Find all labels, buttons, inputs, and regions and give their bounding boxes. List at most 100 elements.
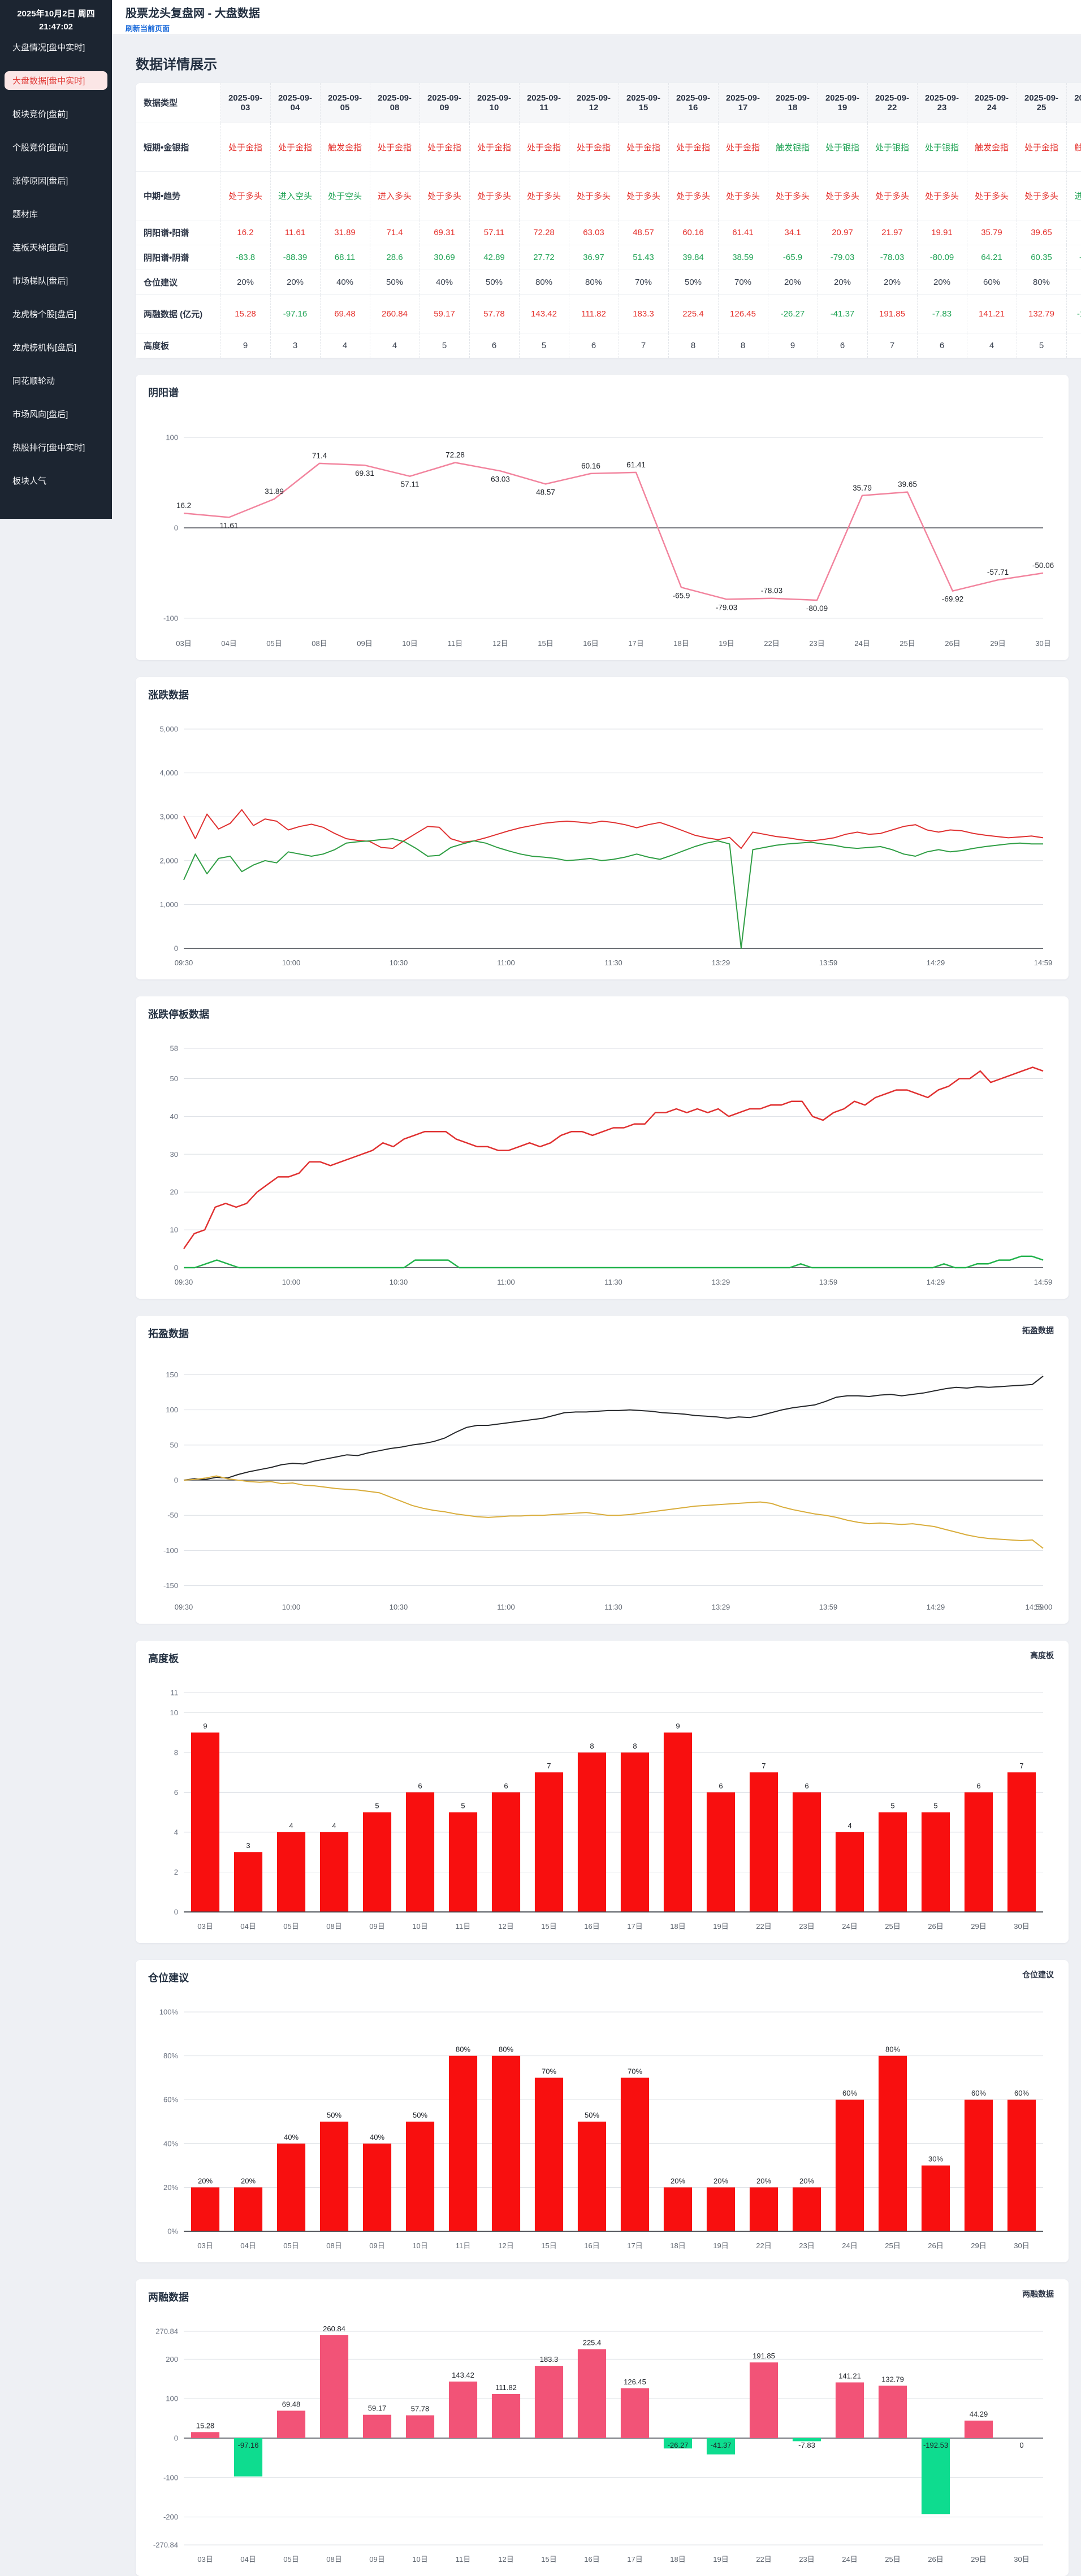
svg-text:60%: 60% bbox=[971, 2089, 986, 2097]
table-cell: 处于金指 bbox=[270, 122, 321, 171]
svg-text:-41.37: -41.37 bbox=[711, 2441, 732, 2449]
table-row: 中期•趋势 处于多头 进入空头 处于空头 进入多头 处于多头 处于多头 处于多头 处于多头 处于多… bbox=[136, 171, 1081, 220]
svg-text:13:59: 13:59 bbox=[819, 959, 838, 967]
sidebar-item-6[interactable]: 题材库 bbox=[12, 210, 38, 219]
table-cell: 4 bbox=[967, 332, 1017, 358]
svg-text:60%: 60% bbox=[842, 2089, 857, 2097]
table-cell: -79.03 bbox=[818, 244, 868, 270]
svg-text:270.84: 270.84 bbox=[155, 2327, 178, 2336]
svg-text:16日: 16日 bbox=[584, 1922, 599, 1931]
sidebar-item-12[interactable]: 市场风向[盘后] bbox=[12, 410, 68, 419]
sidebar-item-5[interactable]: 涨停原因[盘后] bbox=[12, 176, 68, 186]
sidebar-item-8[interactable]: 市场梯队[盘后] bbox=[12, 276, 68, 286]
svg-text:20: 20 bbox=[170, 1188, 178, 1196]
svg-text:8: 8 bbox=[590, 1742, 594, 1750]
table-row: 阴阳谱•阳谱 16.2 11.61 31.89 71.4 69.31 57.11 72.28 6… bbox=[136, 219, 1081, 245]
svg-text:26日: 26日 bbox=[945, 639, 960, 648]
svg-text:2,000: 2,000 bbox=[159, 856, 178, 865]
svg-text:29日: 29日 bbox=[971, 2555, 986, 2564]
sidebar-item-11[interactable]: 同花顺轮动 bbox=[12, 376, 55, 386]
svg-text:30日: 30日 bbox=[1014, 1922, 1029, 1931]
chart-title: 两融数据 bbox=[148, 2292, 189, 2303]
chart-plot: 5,000 4,000 3,000 2,000 1,000 0 09:30 10:00 10:3… bbox=[159, 725, 1052, 968]
sidebar-item-4[interactable]: 个股竞价[盘前] bbox=[12, 143, 68, 153]
svg-text:14:29: 14:29 bbox=[927, 959, 945, 967]
table-cell: 19.91 bbox=[917, 219, 967, 245]
svg-text:80%: 80% bbox=[163, 2052, 178, 2060]
table-date-header: 2025-09-24 bbox=[967, 83, 1017, 123]
table-date-header: 2025-09-15 bbox=[619, 83, 669, 123]
svg-text:10日: 10日 bbox=[412, 2241, 427, 2250]
table-cell: -26.27 bbox=[768, 294, 818, 333]
svg-text:14:29: 14:29 bbox=[927, 1603, 945, 1611]
sidebar-item-1[interactable]: 大盘情况[盘中实时] bbox=[12, 43, 85, 53]
refresh-page-link[interactable]: 刷新当前页面 bbox=[126, 24, 170, 33]
table-cell: 68.11 bbox=[320, 244, 370, 270]
table-cell: 处于多头 bbox=[718, 171, 768, 220]
svg-text:4,000: 4,000 bbox=[159, 769, 178, 777]
svg-text:57.11: 57.11 bbox=[401, 480, 420, 489]
table-cell: 40% bbox=[420, 269, 470, 294]
svg-text:05日: 05日 bbox=[283, 2555, 299, 2564]
sidebar-item-13[interactable]: 热股排行[盘中实时] bbox=[12, 443, 85, 453]
svg-text:24日: 24日 bbox=[842, 2241, 857, 2250]
svg-text:12日: 12日 bbox=[498, 1922, 513, 1931]
svg-text:13:59: 13:59 bbox=[819, 1278, 838, 1286]
svg-text:7: 7 bbox=[762, 1762, 766, 1770]
chart-title: 拓盈数据 bbox=[148, 1328, 189, 1339]
table-cell: 20% bbox=[867, 269, 918, 294]
table-row-label: 短期•金银指 bbox=[136, 122, 221, 171]
svg-text:29日: 29日 bbox=[971, 2241, 986, 2250]
svg-text:70%: 70% bbox=[628, 2067, 642, 2075]
svg-text:23日: 23日 bbox=[799, 1922, 814, 1931]
svg-text:30: 30 bbox=[170, 1150, 178, 1159]
svg-text:12日: 12日 bbox=[498, 2241, 513, 2250]
svg-text:50%: 50% bbox=[585, 2111, 599, 2119]
table-cell: 处于金指 bbox=[619, 122, 669, 171]
table-cell: 225.4 bbox=[668, 294, 719, 333]
svg-text:50: 50 bbox=[170, 1074, 178, 1083]
svg-text:16日: 16日 bbox=[584, 2241, 599, 2250]
sidebar-item-14[interactable]: 板块人气 bbox=[12, 476, 47, 486]
svg-text:48.57: 48.57 bbox=[536, 488, 555, 496]
table-cell: 50% bbox=[469, 269, 520, 294]
table-cell: 20% bbox=[270, 269, 321, 294]
table-row-label: 两融数据 (亿元) bbox=[136, 294, 221, 333]
table-cell: -41.37 bbox=[818, 294, 868, 333]
sidebar-item-9[interactable]: 龙虎榜个股[盘后] bbox=[12, 310, 77, 319]
sidebar-item-10[interactable]: 龙虎榜机构[盘后] bbox=[12, 343, 77, 353]
table-row: 阴阳谱•阴谱 -83.8 -88.39 68.11 28.6 30.69 42.89 27.7… bbox=[136, 244, 1081, 270]
svg-text:-100: -100 bbox=[163, 2473, 178, 2482]
table-cell: 处于多头 bbox=[768, 171, 818, 220]
svg-text:9: 9 bbox=[676, 1722, 680, 1731]
svg-text:15日: 15日 bbox=[541, 1922, 556, 1931]
svg-text:11:30: 11:30 bbox=[604, 1278, 622, 1286]
table-cell: 69.31 bbox=[420, 219, 470, 245]
table-cell: 70% bbox=[619, 269, 669, 294]
chart-plot: 58 50 40 30 20 10 0 09:30 10:00 10:30 11:00 11:30 13… bbox=[170, 1044, 1053, 1287]
table-cell: 7 bbox=[619, 332, 669, 358]
svg-text:31.89: 31.89 bbox=[265, 487, 284, 496]
table-date-header: 2025-09-16 bbox=[668, 83, 719, 123]
svg-text:10:30: 10:30 bbox=[390, 1278, 408, 1286]
table-cell: 处于银指 bbox=[818, 122, 868, 171]
table-cell: 处于多头 bbox=[917, 171, 967, 220]
table-cell: 处于多头 bbox=[619, 171, 669, 220]
svg-text:25日: 25日 bbox=[900, 639, 915, 648]
svg-text:40: 40 bbox=[170, 1112, 178, 1121]
svg-text:30%: 30% bbox=[928, 2155, 943, 2163]
svg-text:141.21: 141.21 bbox=[838, 2371, 861, 2380]
sidebar-item-7[interactable]: 连板天梯[盘后] bbox=[12, 243, 68, 253]
table-cell: 16.2 bbox=[220, 219, 271, 245]
table-date-header: 2025-09-22 bbox=[867, 83, 918, 123]
svg-text:14:59: 14:59 bbox=[1034, 1278, 1053, 1286]
table-cell: -80.09 bbox=[917, 244, 967, 270]
svg-text:70%: 70% bbox=[542, 2067, 556, 2075]
sidebar-item-2[interactable]: 大盘数据[盘中实时] bbox=[5, 71, 107, 90]
page-title: 股票龙头复盘网 - 大盘数据 bbox=[126, 7, 260, 20]
table-cell: 80% bbox=[569, 269, 619, 294]
svg-text:-97.16: -97.16 bbox=[238, 2441, 259, 2449]
table-cell: 20% bbox=[220, 269, 271, 294]
chart-card-高度板: 高度板 高度板 11 10 8 6 4 2 0 03日 04日 05日 08日 09日 10日 11日 12日 1… bbox=[136, 1641, 1069, 1943]
sidebar-item-3[interactable]: 板块竞价[盘前] bbox=[12, 110, 68, 119]
